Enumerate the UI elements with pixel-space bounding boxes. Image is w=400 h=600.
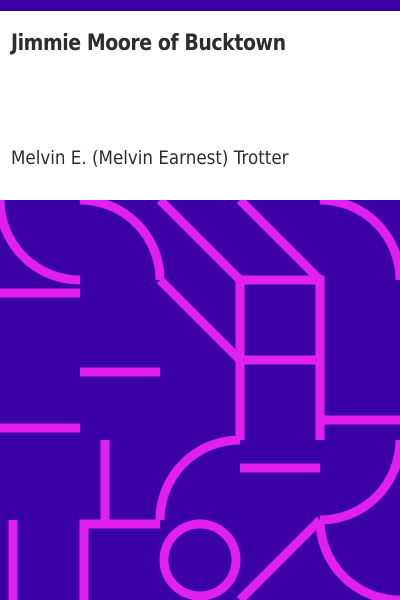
pattern-arc [319,439,400,525]
book-author: Melvin E. (Melvin Earnest) Trotter [11,147,289,169]
pattern-arc [155,435,241,521]
pattern-arc [79,200,165,281]
pattern-line [156,276,244,364]
pattern-bracket [79,519,160,600]
pattern-line [236,200,324,284]
pattern-arc [319,200,400,281]
pattern-square [235,275,325,365]
pattern-line [156,200,244,284]
pattern-background [0,200,400,600]
cover-pattern-art [0,200,400,600]
top-color-band [0,0,400,11]
pattern-arc [315,519,400,600]
pattern-circle [159,519,241,600]
pattern-line [236,516,324,600]
book-title: Jimmie Moore of Bucktown [11,31,286,56]
cover-header: Jimmie Moore of Bucktown Melvin E. (Melv… [0,11,400,200]
pattern-arc [0,200,81,285]
